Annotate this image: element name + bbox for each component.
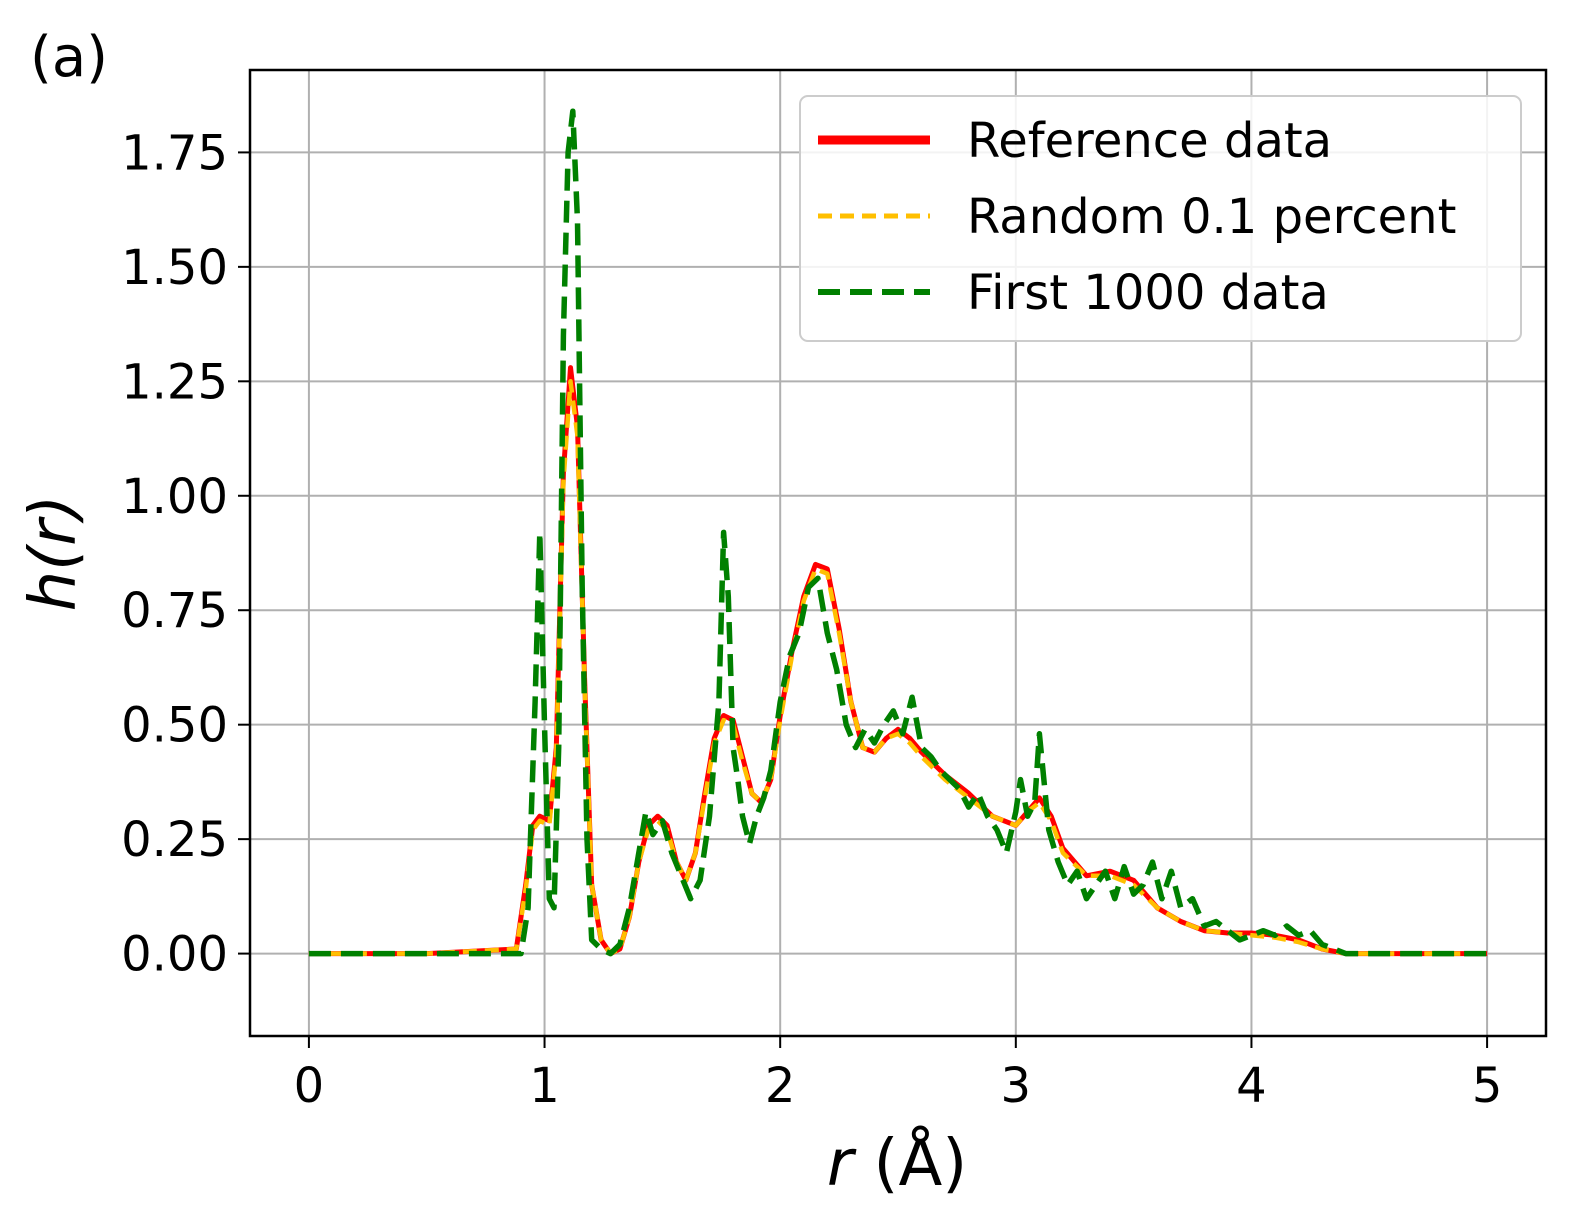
y-tick-label: 1.75 (121, 125, 228, 181)
series-layer (308, 108, 1488, 957)
x-tick-label: 2 (765, 1058, 796, 1114)
panel-label: (a) (30, 25, 108, 90)
x-tick-label: 1 (529, 1058, 560, 1114)
y-axis-variable: r (17, 516, 91, 546)
y-tick-label: 1.50 (121, 240, 228, 296)
y-ticks: 0.00 0.25 0.50 0.75 1.00 1.25 1.50 1.75 (121, 125, 250, 983)
y-axis-title: h(r) (17, 495, 91, 612)
x-axis-variable: r (827, 1127, 857, 1201)
legend-entries: Reference data Random 0.1 percent First 10… (818, 113, 1456, 321)
x-tick-label: 3 (1001, 1058, 1032, 1114)
legend-box (799, 95, 1522, 342)
x-tick-label: 5 (1472, 1058, 1503, 1114)
y-tick-label: 1.00 (121, 469, 228, 525)
x-tick-label: 0 (294, 1058, 325, 1114)
legend-label-1: Reference data (967, 113, 1332, 169)
legend: Reference data Random 0.1 percent First 10… (799, 95, 1522, 342)
x-ticks: 0 1 2 3 4 5 (294, 1036, 1503, 1114)
y-axis-close: ) (17, 495, 91, 524)
y-tick-label: 0.00 (121, 927, 228, 983)
y-tick-label: 1.25 (121, 354, 228, 410)
y-tick-label: 0.75 (121, 583, 228, 639)
y-axis-func: h( (17, 543, 91, 612)
x-axis-title: r (Å) (827, 1125, 967, 1201)
y-tick-label: 0.25 (121, 812, 228, 868)
legend-label-2: Random 0.1 percent (967, 189, 1456, 245)
series-line-3 (308, 108, 1488, 957)
plot-frame (248, 68, 1548, 1038)
x-tick-label: 4 (1236, 1058, 1267, 1114)
legend-label-3: First 1000 data (967, 265, 1329, 321)
series-line-2 (308, 379, 1488, 956)
y-tick-label: 0.50 (121, 698, 228, 754)
x-axis-unit: (Å) (853, 1125, 967, 1201)
